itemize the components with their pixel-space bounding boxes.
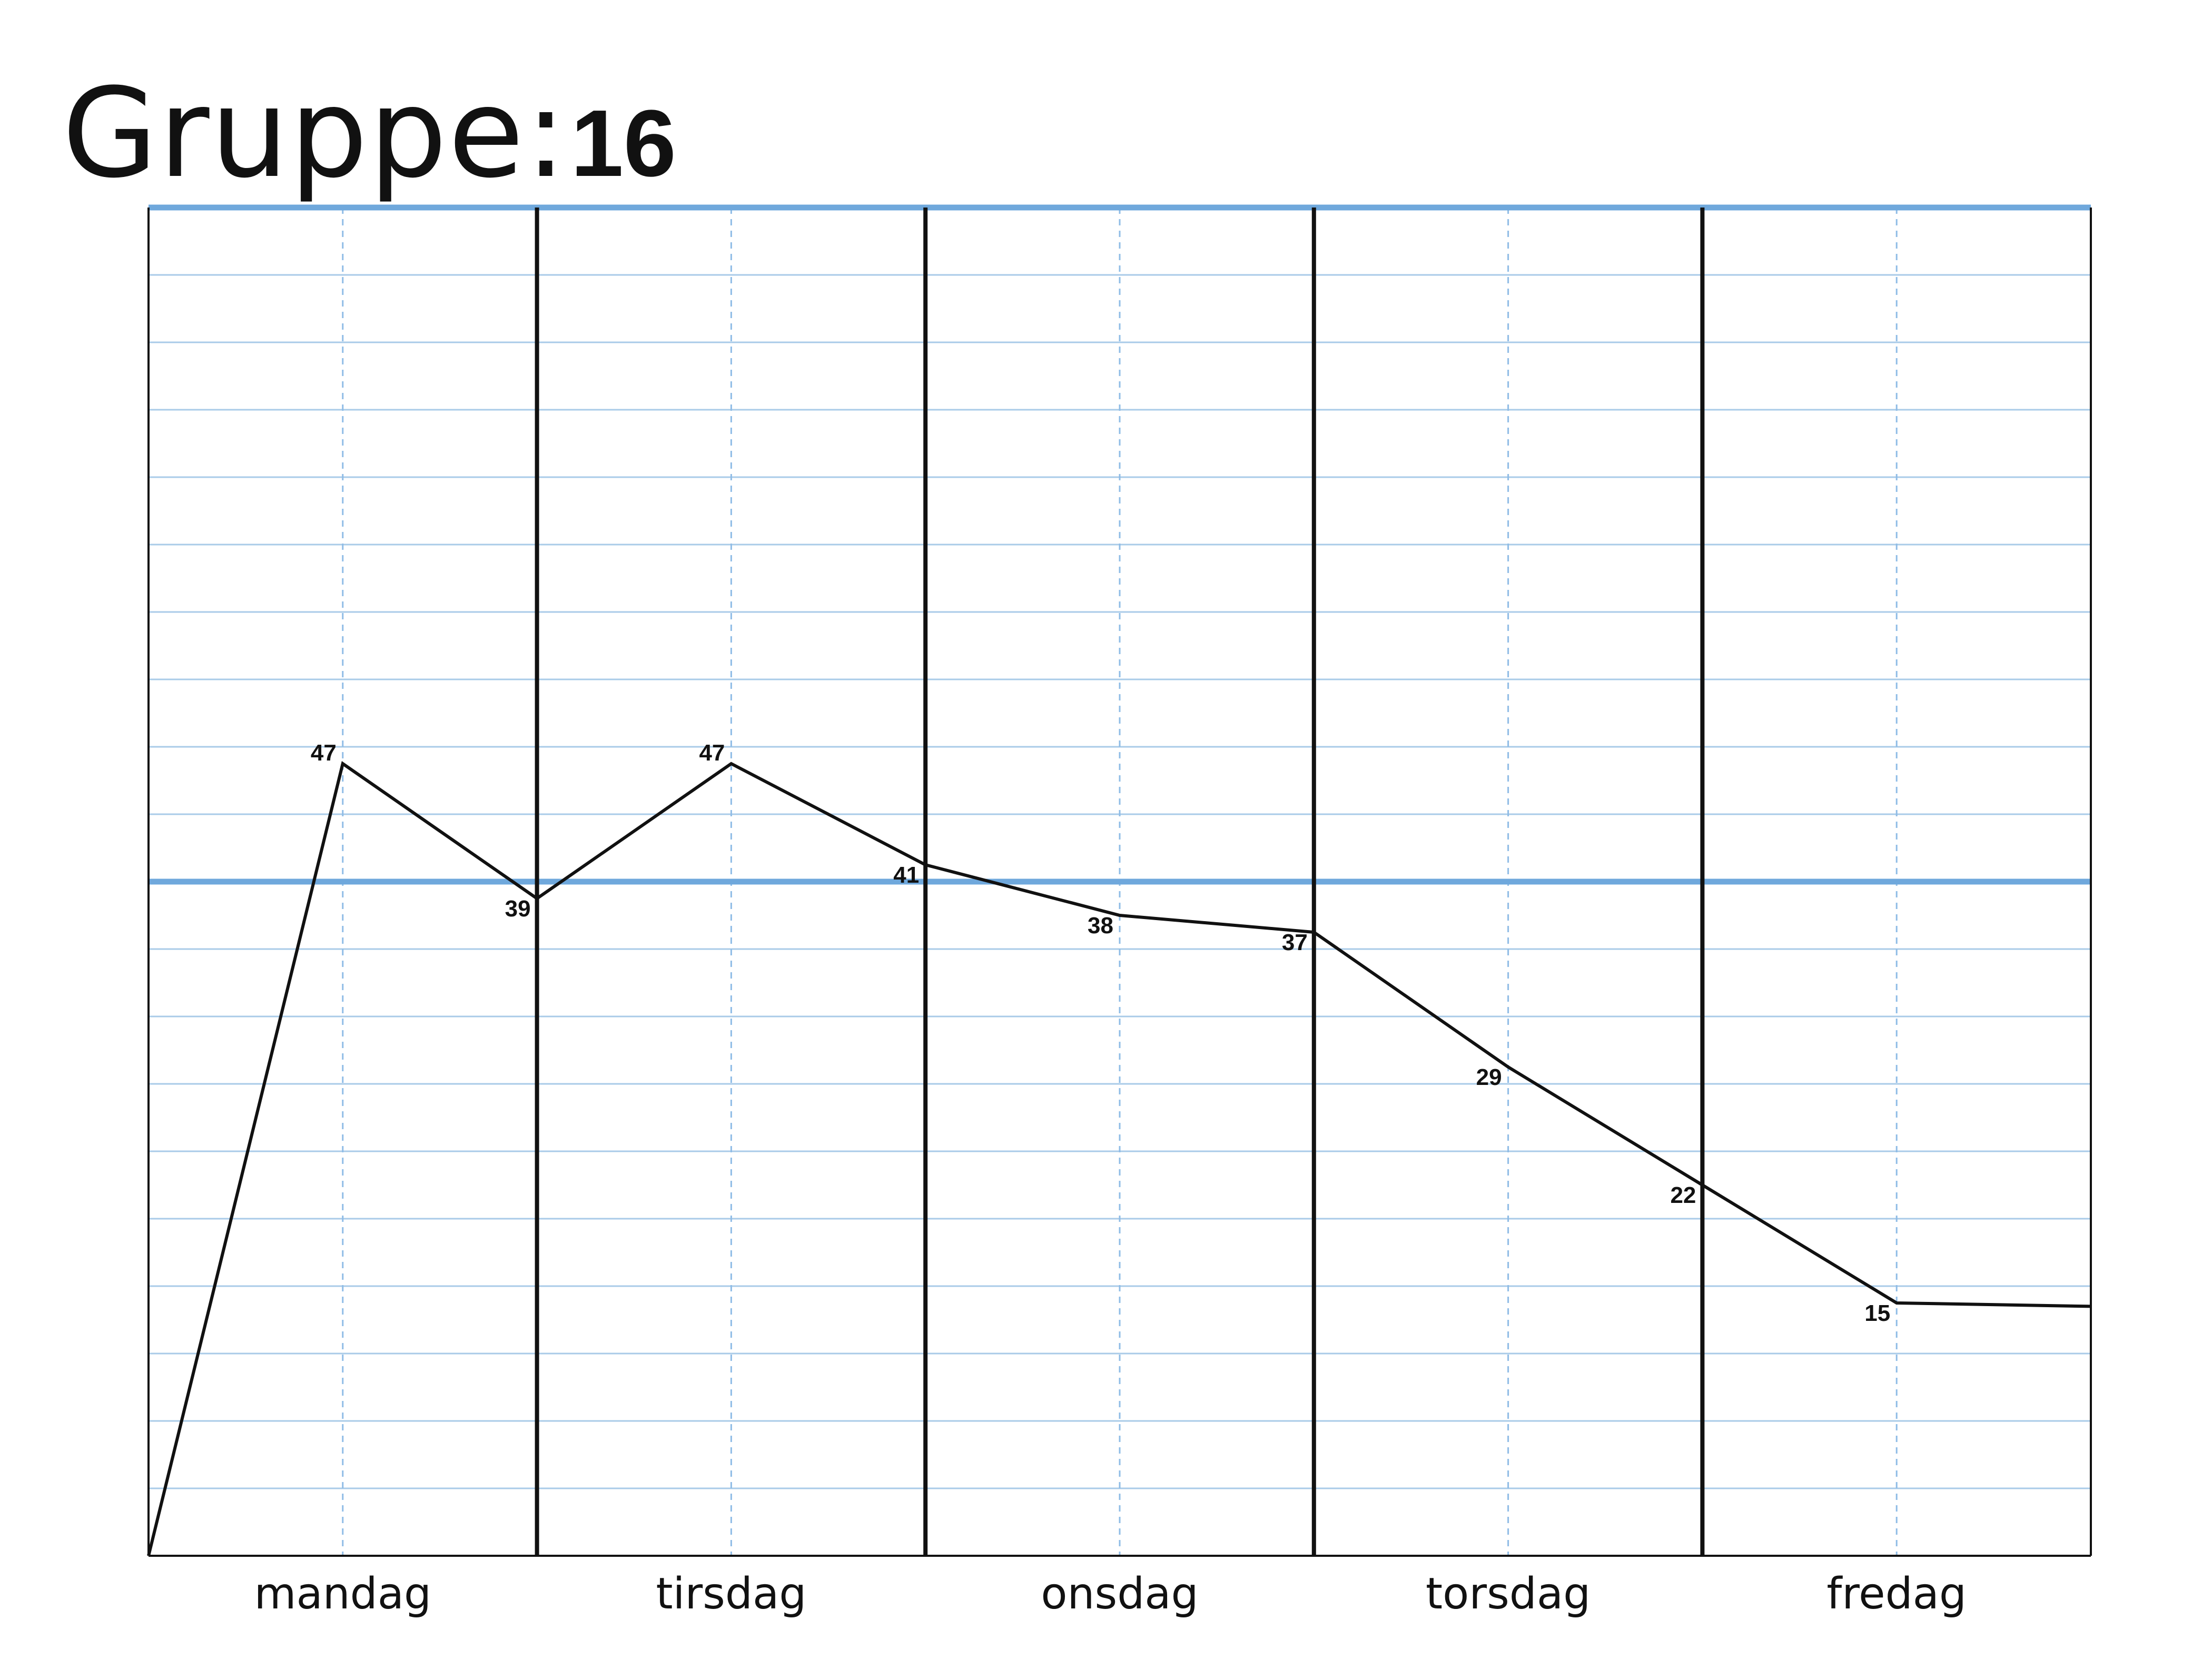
title-label: Gruppe: [62,62,568,205]
series-line [147,761,2091,1556]
x-tick-label: tirsdag [656,1569,807,1619]
point-label: 37 [1282,930,1308,955]
data-series [147,761,2091,1556]
point-label: 15 [1864,1300,1890,1326]
point-label: 47 [311,740,337,766]
point-label: 38 [1088,913,1113,939]
day-dividers [535,208,1705,1556]
point-label: 47 [699,740,725,766]
axes [147,208,2092,1557]
point-label: 22 [1670,1182,1696,1208]
point-labels: 47 39 47 41 38 37 29 22 15 [311,740,1890,1326]
x-axis-labels: mandag tirsdag onsdag torsdag fredag [254,1569,1967,1619]
group-number: 16 [570,91,676,196]
point-label: 29 [1476,1064,1502,1090]
x-tick-label: torsdag [1426,1569,1591,1619]
threshold-lines [149,204,2091,885]
point-label: 39 [505,896,531,922]
x-tick-label: onsdag [1041,1569,1198,1619]
x-tick-label: mandag [254,1569,431,1619]
point-label: 41 [893,862,919,888]
x-tick-label: fredag [1826,1569,1967,1619]
horizontal-gridlines [149,274,2091,1489]
chart-title: Gruppe: 16 [62,62,676,205]
